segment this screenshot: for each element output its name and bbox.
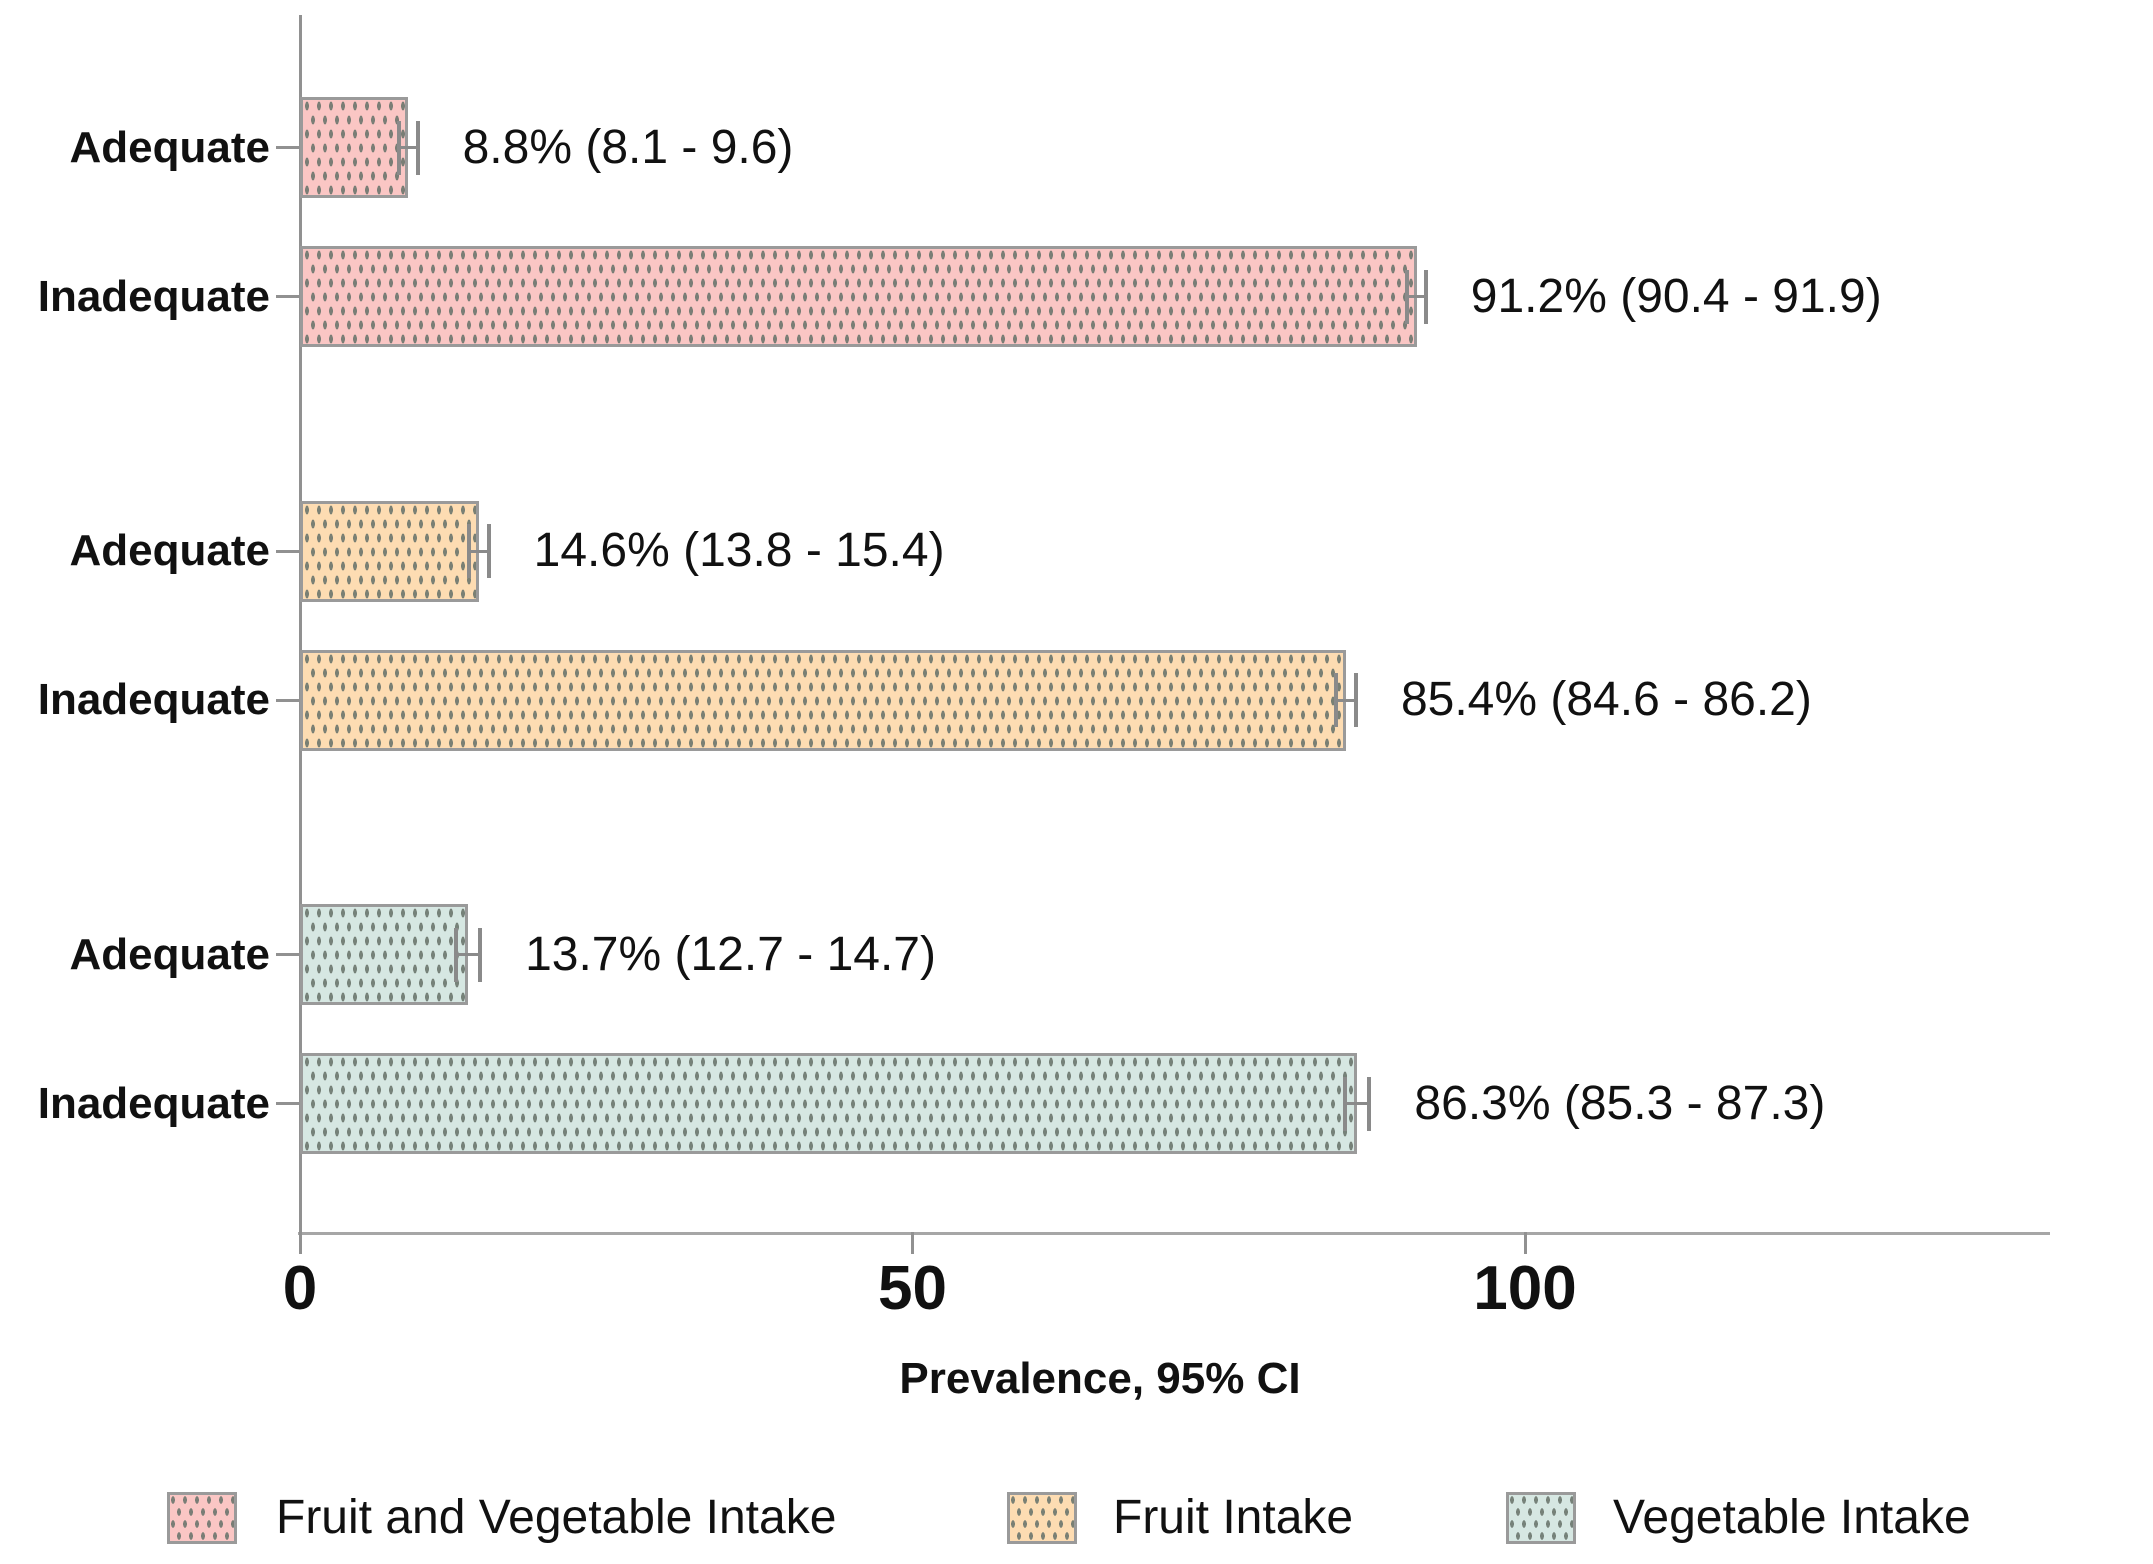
category-label-inadequate: Inadequate [37, 675, 270, 724]
value-annotation: 85.4% (84.6 - 86.2) [1400, 673, 1812, 726]
x-axis-line [298, 1232, 2050, 1235]
error-bar-cap-high [1367, 1076, 1372, 1131]
error-bar [1405, 269, 1428, 324]
x-tick-label: 50 [878, 1254, 947, 1323]
category-tick [276, 146, 299, 149]
x-axis-title: Prevalence, 95% CI [899, 1354, 1301, 1403]
y-axis-line [299, 15, 302, 1252]
category-label-adequate: Adequate [69, 526, 270, 575]
error-bar-cap-high [486, 524, 491, 578]
error-bar-line [469, 549, 489, 553]
error-bar-cap-high [1423, 269, 1428, 324]
value-annotation: 86.3% (85.3 - 87.3) [1414, 1076, 1826, 1130]
value-annotation: 13.7% (12.7 - 14.7) [525, 927, 936, 981]
bar-fruit-intake-adequate [300, 500, 479, 602]
category-tick [276, 549, 299, 553]
category-tick [276, 295, 299, 298]
legend-swatch [167, 1492, 237, 1544]
error-bar-line [1344, 1102, 1370, 1105]
legend-label: Vegetable Intake [1613, 1491, 1971, 1544]
category-label-inadequate: Inadequate [37, 1078, 270, 1128]
error-bar-cap-low [453, 927, 458, 982]
value-annotation: 14.6% (13.8 - 15.4) [533, 524, 945, 577]
x-tick-mark [1523, 1232, 1527, 1254]
legend-swatch [1506, 1492, 1576, 1544]
error-bar [1342, 1076, 1372, 1131]
value-annotation: 8.8% (8.1 - 9.6) [462, 120, 794, 174]
category-label-adequate: Adequate [69, 929, 270, 979]
error-bar [467, 524, 491, 578]
error-bar-line [399, 146, 418, 149]
error-bar-line [1407, 295, 1426, 298]
bar-fruit-and-vegetable-intake-adequate [300, 97, 408, 198]
x-tick-mark [298, 1232, 302, 1254]
error-bar-cap-high [1353, 673, 1358, 727]
x-tick-mark [911, 1232, 914, 1254]
error-bar [453, 927, 483, 982]
category-label-inadequate: Inadequate [37, 271, 270, 321]
error-bar-cap-low [1334, 673, 1339, 727]
value-annotation: 91.2% (90.4 - 91.9) [1470, 269, 1882, 323]
error-bar-line [455, 953, 481, 956]
error-bar-cap-high [415, 120, 420, 175]
category-tick [276, 698, 299, 702]
bar-vegetable-intake-adequate [300, 904, 468, 1005]
bar-fruit-and-vegetable-intake-inadequate [300, 246, 1418, 347]
x-tick-label: 100 [1473, 1254, 1577, 1323]
error-bar [1334, 673, 1358, 727]
legend-label: Fruit Intake [1113, 1491, 1354, 1544]
legend-label: Fruit and Vegetable Intake [276, 1491, 837, 1544]
category-tick [276, 1102, 299, 1105]
error-bar-cap-low [397, 120, 402, 175]
error-bar-cap-low [467, 524, 472, 578]
x-tick-label: 0 [282, 1254, 318, 1323]
error-bar-cap-low [1342, 1076, 1347, 1131]
category-label-adequate: Adequate [69, 122, 270, 172]
bar-fruit-intake-inadequate [300, 649, 1347, 751]
category-tick [276, 953, 299, 956]
error-bar [397, 120, 420, 175]
legend-swatch [1007, 1492, 1077, 1544]
error-bar-cap-low [1405, 269, 1410, 324]
error-bar-cap-high [478, 927, 483, 982]
bar-vegetable-intake-inadequate [300, 1053, 1358, 1154]
error-bar-line [1336, 698, 1356, 702]
